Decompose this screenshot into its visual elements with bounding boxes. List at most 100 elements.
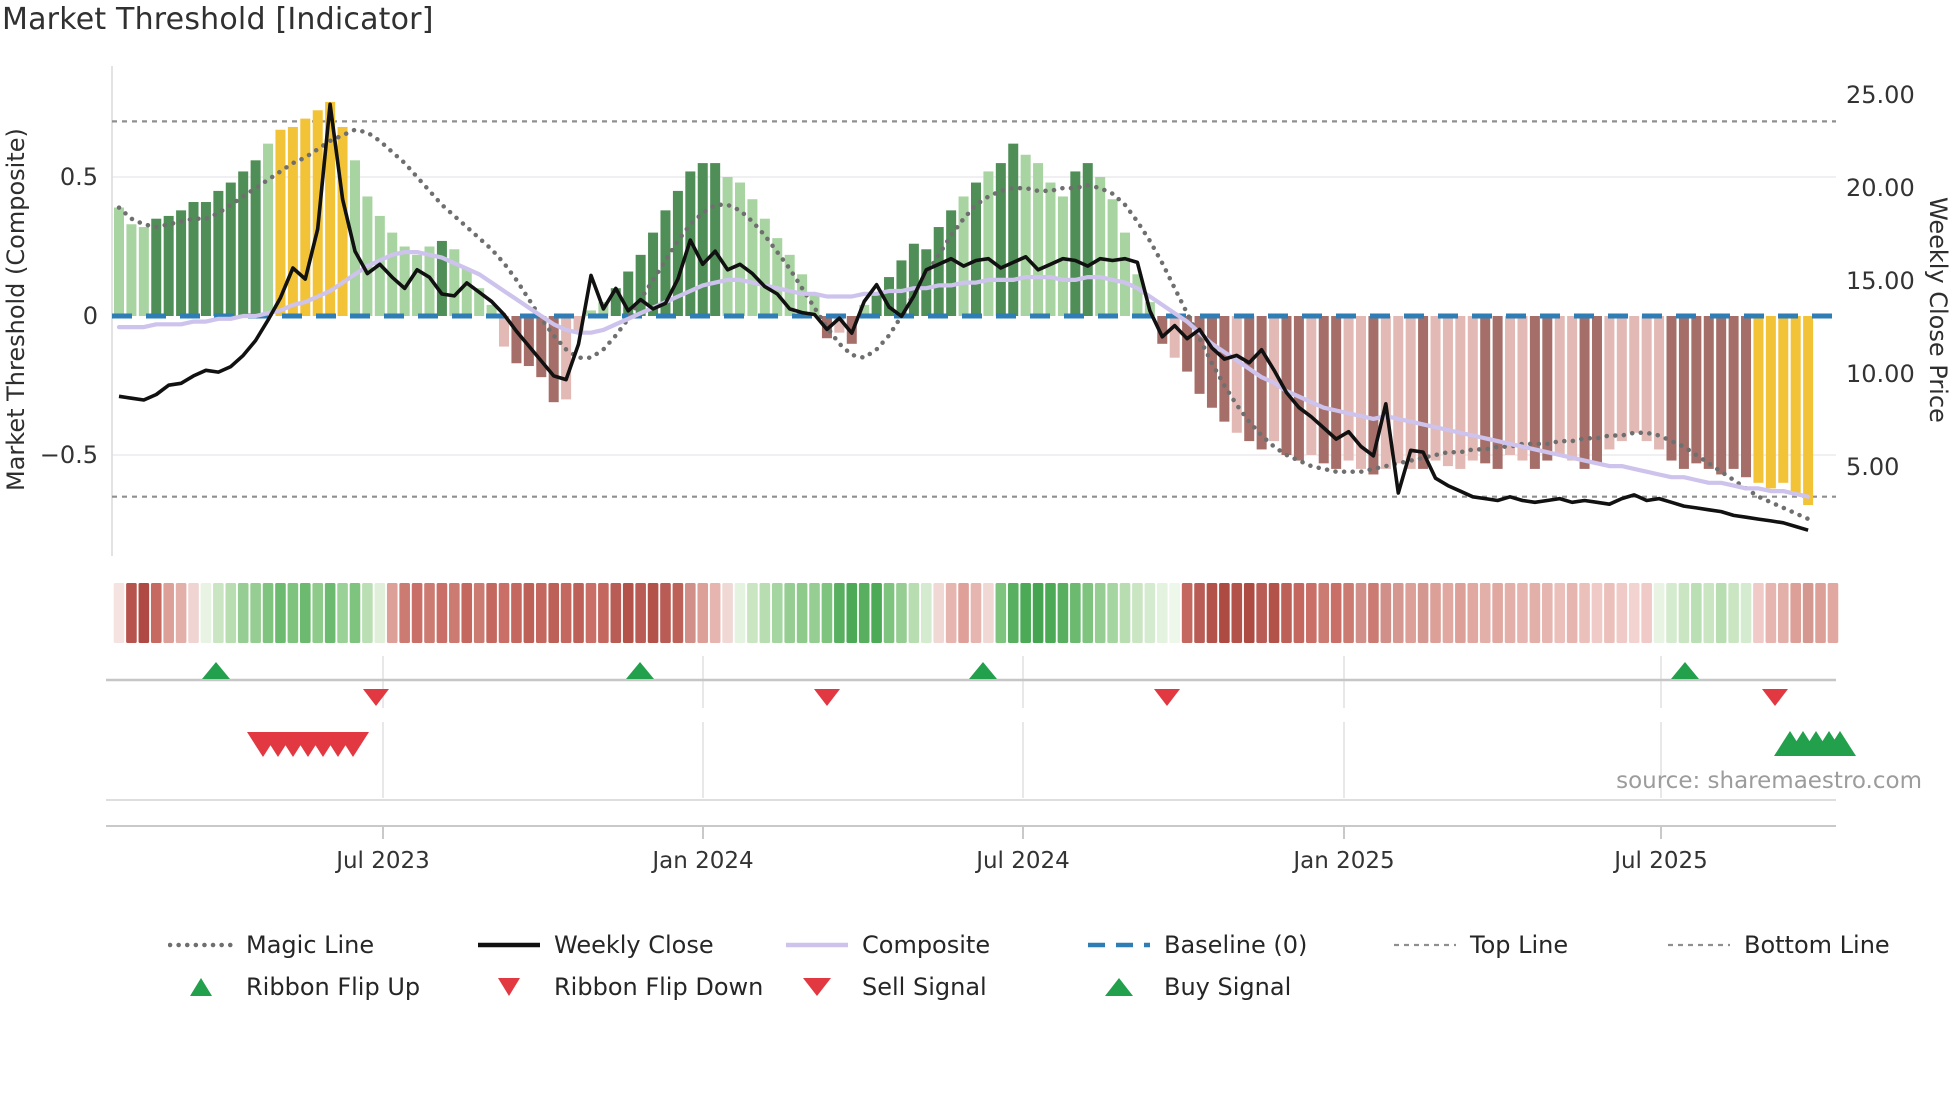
- ribbon-stripe: [374, 583, 386, 643]
- ribbon-stripe: [896, 583, 907, 643]
- ribbon-stripe: [908, 583, 920, 643]
- right-tick-label: 15.00: [1846, 267, 1915, 295]
- composite-bar: [884, 277, 895, 316]
- composite-bar: [1517, 316, 1528, 461]
- ribbon-stripe: [759, 583, 771, 643]
- composite-bar: [561, 316, 572, 400]
- composite-bar: [896, 260, 907, 316]
- ribbon-stripe: [1703, 583, 1715, 643]
- composite-bar: [1393, 316, 1404, 464]
- composite-bar: [1070, 171, 1081, 316]
- ribbon-stripe: [1566, 583, 1578, 643]
- ribbon-flip-down-icon: [1762, 689, 1788, 706]
- composite-bar: [623, 271, 634, 316]
- ribbon-stripe: [1616, 583, 1628, 643]
- composite-bar: [1567, 316, 1578, 461]
- ribbon-flip-down-icon: [814, 689, 840, 706]
- composite-bar: [548, 316, 559, 403]
- composite-bar: [648, 232, 659, 316]
- ribbon-stripe: [1802, 583, 1814, 643]
- ribbon-stripe: [1020, 583, 1031, 643]
- ribbon-stripe: [262, 583, 274, 643]
- ribbon-stripe: [349, 583, 361, 643]
- ribbon-stripe: [1007, 583, 1019, 643]
- ribbon-stripe: [1542, 583, 1553, 643]
- composite-bar: [995, 163, 1006, 316]
- composite-bar: [1616, 316, 1627, 442]
- composite-bar: [871, 293, 882, 316]
- x-tick-label: Jul 2025: [1612, 848, 1708, 874]
- composite-bar: [1430, 316, 1441, 461]
- ribbon-stripe: [1194, 583, 1205, 643]
- composite-bar: [151, 218, 162, 316]
- composite-bar: [1604, 316, 1615, 450]
- legend-label: Composite: [862, 931, 991, 959]
- ribbon-stripe: [225, 583, 237, 643]
- composite-bar: [1741, 316, 1752, 478]
- ribbon-stripe: [1628, 583, 1640, 643]
- ribbon-stripe: [324, 583, 336, 643]
- composite-bar: [983, 171, 994, 316]
- composite-bar: [722, 177, 733, 316]
- composite-bar: [1293, 316, 1304, 461]
- ribbon-stripe: [1777, 583, 1789, 643]
- ribbon-stripe: [150, 583, 162, 643]
- ribbon-stripe: [1504, 583, 1516, 643]
- legend-label: Ribbon Flip Down: [554, 973, 764, 1001]
- ribbon-stripe: [747, 583, 758, 643]
- x-tick-label: Jan 2024: [650, 848, 753, 874]
- ribbon-flip-up-icon: [626, 662, 654, 679]
- composite-bar: [946, 210, 957, 316]
- legend-label: Buy Signal: [1164, 973, 1292, 1001]
- composite-bar: [747, 199, 758, 316]
- ribbon-stripe: [1330, 583, 1342, 643]
- legend-label: Ribbon Flip Up: [246, 973, 421, 1001]
- ribbon-stripe: [1206, 583, 1218, 643]
- composite-bar: [660, 210, 671, 316]
- ribbon-stripe: [1156, 583, 1168, 643]
- ribbon-stripe: [300, 583, 311, 643]
- composite-bar: [1753, 316, 1764, 483]
- magic-line: [116, 127, 1811, 522]
- composite-bar: [263, 143, 274, 316]
- ribbon-stripe: [1094, 583, 1106, 643]
- ribbon-flip-down-icon: [363, 689, 389, 706]
- dotted-gray-swatch: [168, 932, 234, 958]
- dashed-blue-swatch: [1086, 932, 1152, 958]
- composite-bar: [1219, 316, 1230, 422]
- composite-bar: [859, 304, 870, 316]
- solid-lavender-swatch: [784, 932, 850, 958]
- ribbon-stripe: [1293, 583, 1305, 643]
- composite-bar: [1318, 316, 1329, 464]
- ribbon-stripe: [821, 583, 833, 643]
- ribbon-stripe: [1591, 583, 1603, 643]
- ribbon-stripe: [1219, 583, 1230, 643]
- ribbon-flip-up-icon: [1671, 662, 1699, 679]
- ribbon-stripe: [672, 583, 684, 643]
- composite-bar: [1045, 182, 1056, 316]
- ribbon-stripe: [1666, 583, 1677, 643]
- ribbon-stripe: [871, 583, 882, 643]
- composite-bar: [672, 190, 683, 316]
- left-tick-label: 0: [83, 302, 98, 330]
- ribbon-stripe: [163, 583, 174, 643]
- composite-bar: [1169, 316, 1180, 358]
- ribbon-stripe: [1107, 583, 1118, 643]
- composite-bar: [1306, 316, 1317, 455]
- x-tick-label: Jan 2025: [1291, 848, 1394, 874]
- composite-bar: [1331, 316, 1342, 469]
- composite-bar: [511, 316, 522, 364]
- ribbon-stripe: [213, 583, 224, 643]
- composite-bar: [436, 240, 447, 316]
- composite-bar: [1095, 177, 1106, 316]
- composite-bar: [1256, 316, 1267, 450]
- ribbon-stripe: [635, 583, 646, 643]
- ribbon-stripe: [461, 583, 473, 643]
- ribbon-stripe: [473, 583, 485, 643]
- ribbon-stripe: [1144, 583, 1156, 643]
- composite-bar: [114, 207, 124, 316]
- ribbon-stripe: [1417, 583, 1429, 643]
- ribbon-stripe: [1231, 583, 1243, 643]
- ribbon-stripe: [362, 583, 373, 643]
- ribbon-stripe: [411, 583, 423, 643]
